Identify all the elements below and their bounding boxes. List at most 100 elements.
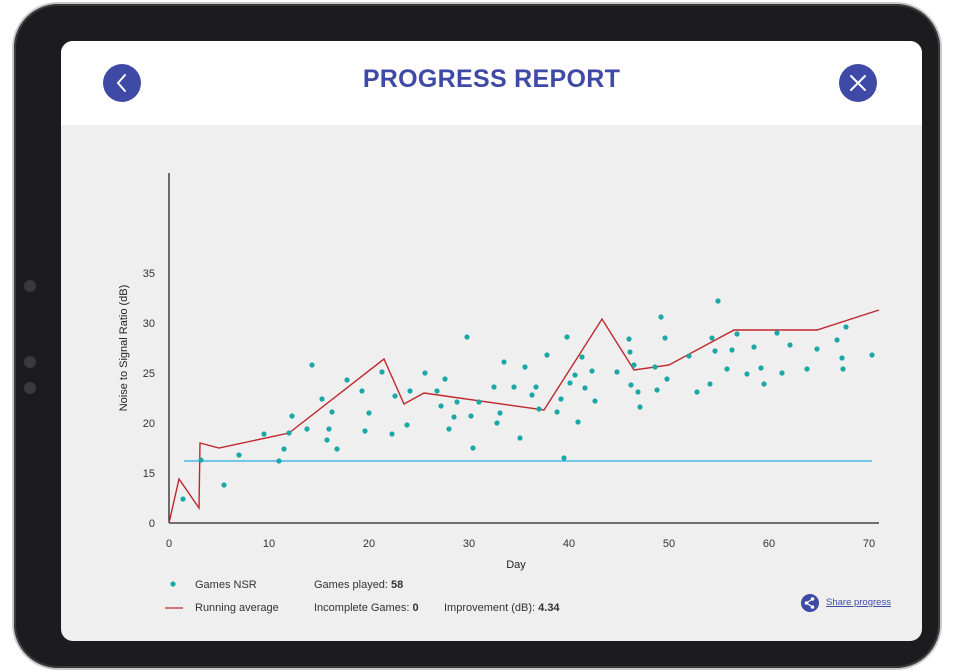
- front-camera: [24, 280, 36, 292]
- x-tick-label: 30: [463, 538, 475, 550]
- games-nsr-point: [379, 369, 385, 375]
- games-nsr-point: [544, 352, 550, 358]
- games-nsr-point: [572, 372, 578, 378]
- games-nsr-point: [407, 388, 413, 394]
- y-tick-label: 35: [143, 268, 155, 280]
- y-tick-label: 25: [143, 368, 155, 380]
- games-nsr-point: [198, 457, 204, 463]
- games-nsr-point: [839, 355, 845, 361]
- games-nsr-point: [366, 410, 372, 416]
- games-nsr-point: [309, 362, 315, 368]
- stat-games-played-label: Games played:: [314, 579, 392, 591]
- side-button-2: [24, 382, 36, 394]
- games-nsr-point: [654, 387, 660, 393]
- games-nsr-point: [468, 413, 474, 419]
- games-nsr-point: [843, 324, 849, 330]
- stat-improvement: Improvement (dB): 4.34: [444, 602, 560, 614]
- x-axis-label: Day: [506, 559, 526, 571]
- share-button[interactable]: [801, 594, 819, 612]
- back-button[interactable]: [103, 64, 141, 102]
- games-nsr-point: [627, 349, 633, 355]
- games-nsr-point: [422, 370, 428, 376]
- games-nsr-point: [814, 346, 820, 352]
- games-nsr-point: [637, 404, 643, 410]
- games-nsr-point: [470, 445, 476, 451]
- games-nsr-point: [359, 388, 365, 394]
- close-icon: [850, 75, 866, 91]
- games-nsr-point: [744, 371, 750, 377]
- games-nsr-point: [567, 380, 573, 386]
- chevron-left-icon: [116, 74, 126, 92]
- x-tick-label: 20: [363, 538, 375, 550]
- games-nsr-point: [554, 409, 560, 415]
- games-nsr-point: [626, 336, 632, 342]
- games-nsr-point: [758, 365, 764, 371]
- games-nsr-point: [582, 385, 588, 391]
- games-nsr-point: [575, 419, 581, 425]
- games-nsr-point: [451, 414, 457, 420]
- stat-improvement-label: Improvement (dB):: [444, 602, 539, 614]
- games-nsr-point: [236, 452, 242, 458]
- games-nsr-point: [491, 384, 497, 390]
- games-nsr-point: [779, 370, 785, 376]
- x-tick-label: 10: [263, 538, 275, 550]
- games-nsr-point: [522, 364, 528, 370]
- games-nsr-point: [446, 426, 452, 432]
- games-nsr-point: [286, 430, 292, 436]
- games-nsr-point: [494, 420, 500, 426]
- games-nsr-point: [434, 388, 440, 394]
- games-nsr-point: [281, 446, 287, 452]
- games-nsr-point: [221, 482, 227, 488]
- stat-games-played: Games played: 58: [314, 579, 403, 591]
- games-nsr-point: [529, 392, 535, 398]
- x-tick-label: 70: [863, 538, 875, 550]
- stat-incomplete-value: 0: [412, 602, 419, 614]
- games-nsr-point: [631, 362, 637, 368]
- games-nsr-point: [329, 409, 335, 415]
- stat-incomplete-label: Incomplete Games:: [314, 602, 413, 614]
- games-nsr-point: [362, 428, 368, 434]
- games-nsr-point: [261, 431, 267, 437]
- games-nsr-point: [869, 352, 875, 358]
- games-nsr-point: [804, 366, 810, 372]
- games-nsr-point: [276, 458, 282, 464]
- progress-chart: 0 15 20 25 30 35 0 10 20 30 40 50 60 70 Day Noise to Si…: [118, 173, 880, 571]
- games-nsr-point: [517, 435, 523, 441]
- tablet-frame: PROGRESS REPORT 0 15 20 25 30 35 0 10 20 30 40 50 60…: [14, 4, 940, 668]
- y-tick-label: 15: [143, 468, 155, 480]
- legend-games-nsr: Games NSR: [195, 579, 257, 591]
- games-nsr-point: [715, 298, 721, 304]
- stat-incomplete-games: Incomplete Games: 0: [314, 602, 419, 614]
- games-nsr-point: [319, 396, 325, 402]
- side-button: [24, 356, 36, 368]
- games-nsr-point: [464, 334, 470, 340]
- games-nsr-point: [511, 384, 517, 390]
- games-nsr-point: [712, 348, 718, 354]
- games-nsr-point: [709, 335, 715, 341]
- y-tick-label: 0: [149, 518, 155, 530]
- games-nsr-point: [304, 426, 310, 432]
- games-nsr-point: [501, 359, 507, 365]
- legend-marker-dot: [170, 581, 176, 587]
- games-nsr-point: [476, 399, 482, 405]
- games-nsr-point: [454, 399, 460, 405]
- games-nsr-point: [392, 393, 398, 399]
- games-nsr-point: [404, 422, 410, 428]
- close-button[interactable]: [839, 64, 877, 102]
- header-bar: PROGRESS REPORT: [61, 41, 922, 125]
- y-axis-label: Noise to Signal Ratio (dB): [118, 285, 130, 412]
- games-nsr-point: [635, 389, 641, 395]
- games-nsr-point: [734, 331, 740, 337]
- running-average-line: [168, 309, 880, 524]
- games-nsr-point: [579, 354, 585, 360]
- games-nsr-point: [686, 353, 692, 359]
- share-progress-link[interactable]: Share progress: [826, 597, 891, 608]
- games-nsr-point: [592, 398, 598, 404]
- legend-marker-line: [165, 607, 183, 609]
- games-nsr-point: [533, 384, 539, 390]
- games-nsr-point: [724, 366, 730, 372]
- games-nsr-point: [180, 496, 186, 502]
- x-tick-label: 50: [663, 538, 675, 550]
- x-tick-label: 0: [166, 538, 172, 550]
- games-nsr-point: [614, 369, 620, 375]
